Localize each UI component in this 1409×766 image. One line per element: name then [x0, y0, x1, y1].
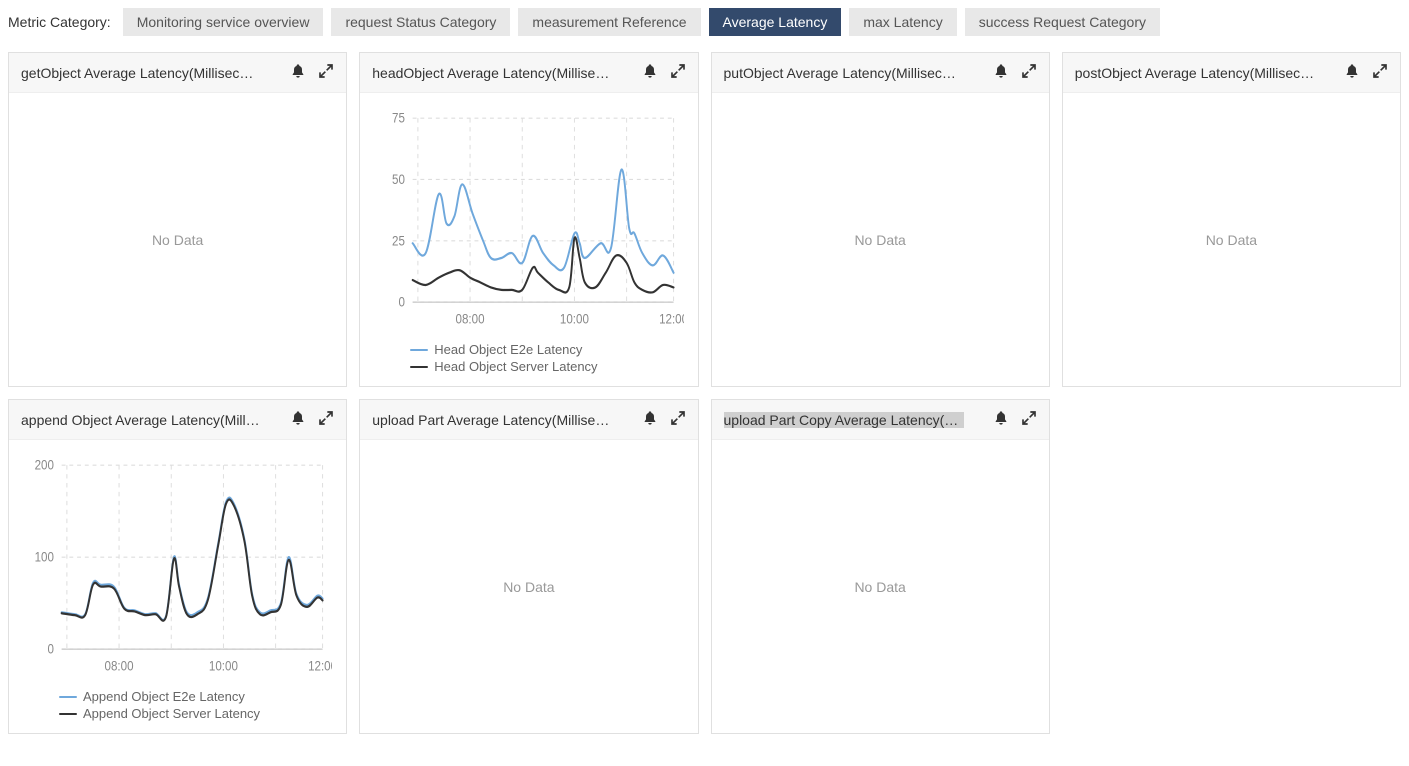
- panel-title: putObject Average Latency(Millisecond): [724, 65, 964, 81]
- tab-measurement-reference[interactable]: measurement Reference: [518, 8, 700, 36]
- bell-icon[interactable]: [1344, 63, 1360, 82]
- svg-text:08:00: 08:00: [105, 659, 134, 674]
- tab-max-latency[interactable]: max Latency: [849, 8, 956, 36]
- tabs-label: Metric Category:: [8, 14, 111, 30]
- svg-text:0: 0: [47, 642, 53, 657]
- legend: Head Object E2e Latency Head Object Serve…: [360, 334, 697, 386]
- chart-panel: getObject Average Latency(Millisecond) No…: [8, 52, 347, 387]
- no-data-text: No Data: [1063, 93, 1400, 386]
- legend-label: Head Object Server Latency: [434, 359, 597, 374]
- legend-item: Append Object Server Latency: [59, 706, 334, 721]
- expand-icon[interactable]: [318, 63, 334, 82]
- tab-monitoring-service-overview[interactable]: Monitoring service overview: [123, 8, 324, 36]
- panel-header: upload Part Copy Average Latency(Milli..…: [712, 400, 1049, 440]
- panel-icons: [642, 63, 686, 82]
- panel-title: postObject Average Latency(Millisecond): [1075, 65, 1315, 81]
- legend-label: Append Object E2e Latency: [83, 689, 245, 704]
- panel-body: 0 25 50 75 08:00 10:00 12:00 Head Object E2e La…: [360, 93, 697, 386]
- svg-text:50: 50: [392, 172, 405, 187]
- panel-body: No Data: [712, 440, 1049, 733]
- panel-icons: [642, 410, 686, 429]
- panel-header: headObject Average Latency(Milliseco...: [360, 53, 697, 93]
- chart-panel: putObject Average Latency(Millisecond) No…: [711, 52, 1050, 387]
- expand-icon[interactable]: [670, 63, 686, 82]
- bell-icon[interactable]: [642, 63, 658, 82]
- tab-success-request-category[interactable]: success Request Category: [965, 8, 1160, 36]
- bell-icon[interactable]: [290, 63, 306, 82]
- legend-swatch: [410, 349, 428, 351]
- chart-area: 0 100 200 08:00 10:00 12:00: [9, 440, 346, 681]
- panel-title: headObject Average Latency(Milliseco...: [372, 65, 612, 81]
- no-data-text: No Data: [360, 440, 697, 733]
- svg-text:0: 0: [399, 295, 405, 310]
- chart-panel: upload Part Average Latency(Milliseco...…: [359, 399, 698, 734]
- panel-body: 0 100 200 08:00 10:00 12:00 Append Object E2e …: [9, 440, 346, 733]
- panel-icons: [1344, 63, 1388, 82]
- tab-request-status-category[interactable]: request Status Category: [331, 8, 510, 36]
- tab-average-latency[interactable]: Average Latency: [709, 8, 842, 36]
- panel-icons: [290, 410, 334, 429]
- svg-text:12:00: 12:00: [659, 312, 683, 327]
- expand-icon[interactable]: [1372, 63, 1388, 82]
- expand-icon[interactable]: [670, 410, 686, 429]
- svg-text:10:00: 10:00: [560, 312, 589, 327]
- chart-area: 0 25 50 75 08:00 10:00 12:00: [360, 93, 697, 334]
- panel-icons: [993, 410, 1037, 429]
- bell-icon[interactable]: [993, 410, 1009, 429]
- svg-text:100: 100: [35, 550, 54, 565]
- panel-body: No Data: [1063, 93, 1400, 386]
- panel-body: No Data: [712, 93, 1049, 386]
- panel-header: append Object Average Latency(Millise...: [9, 400, 346, 440]
- expand-icon[interactable]: [1021, 410, 1037, 429]
- svg-text:75: 75: [392, 111, 405, 126]
- panel-header: getObject Average Latency(Millisecond): [9, 53, 346, 93]
- bell-icon[interactable]: [993, 63, 1009, 82]
- panel-header: putObject Average Latency(Millisecond): [712, 53, 1049, 93]
- svg-text:200: 200: [35, 458, 54, 473]
- svg-text:25: 25: [392, 234, 405, 249]
- panel-body: No Data: [9, 93, 346, 386]
- panel-body: No Data: [360, 440, 697, 733]
- panel-title: getObject Average Latency(Millisecond): [21, 65, 261, 81]
- chart-panel: upload Part Copy Average Latency(Milli..…: [711, 399, 1050, 734]
- svg-text:08:00: 08:00: [456, 312, 485, 327]
- legend-item: Append Object E2e Latency: [59, 689, 334, 704]
- panel-title: append Object Average Latency(Millise...: [21, 412, 261, 428]
- expand-icon[interactable]: [318, 410, 334, 429]
- legend-item: Head Object E2e Latency: [410, 342, 685, 357]
- legend-swatch: [410, 366, 428, 368]
- panel-header: postObject Average Latency(Millisecond): [1063, 53, 1400, 93]
- chart-panel: append Object Average Latency(Millise...…: [8, 399, 347, 734]
- panel-header: upload Part Average Latency(Milliseco...: [360, 400, 697, 440]
- no-data-text: No Data: [9, 93, 346, 386]
- svg-text:10:00: 10:00: [209, 659, 238, 674]
- bell-icon[interactable]: [642, 410, 658, 429]
- metric-category-tabs: Metric Category: Monitoring service over…: [8, 8, 1401, 36]
- legend-item: Head Object Server Latency: [410, 359, 685, 374]
- chart-panel: headObject Average Latency(Milliseco... 0…: [359, 52, 698, 387]
- chart-panel: postObject Average Latency(Millisecond) N…: [1062, 52, 1401, 387]
- no-data-text: No Data: [712, 93, 1049, 386]
- svg-text:12:00: 12:00: [308, 659, 332, 674]
- panel-icons: [290, 63, 334, 82]
- panel-title: upload Part Copy Average Latency(Milli..…: [724, 412, 964, 428]
- legend-swatch: [59, 713, 77, 715]
- legend-label: Append Object Server Latency: [83, 706, 260, 721]
- no-data-text: No Data: [712, 440, 1049, 733]
- legend: Append Object E2e Latency Append Object S…: [9, 681, 346, 733]
- legend-label: Head Object E2e Latency: [434, 342, 582, 357]
- bell-icon[interactable]: [290, 410, 306, 429]
- expand-icon[interactable]: [1021, 63, 1037, 82]
- legend-swatch: [59, 696, 77, 698]
- panels-grid: getObject Average Latency(Millisecond) No…: [8, 52, 1401, 734]
- panel-icons: [993, 63, 1037, 82]
- panel-title: upload Part Average Latency(Milliseco...: [372, 412, 612, 428]
